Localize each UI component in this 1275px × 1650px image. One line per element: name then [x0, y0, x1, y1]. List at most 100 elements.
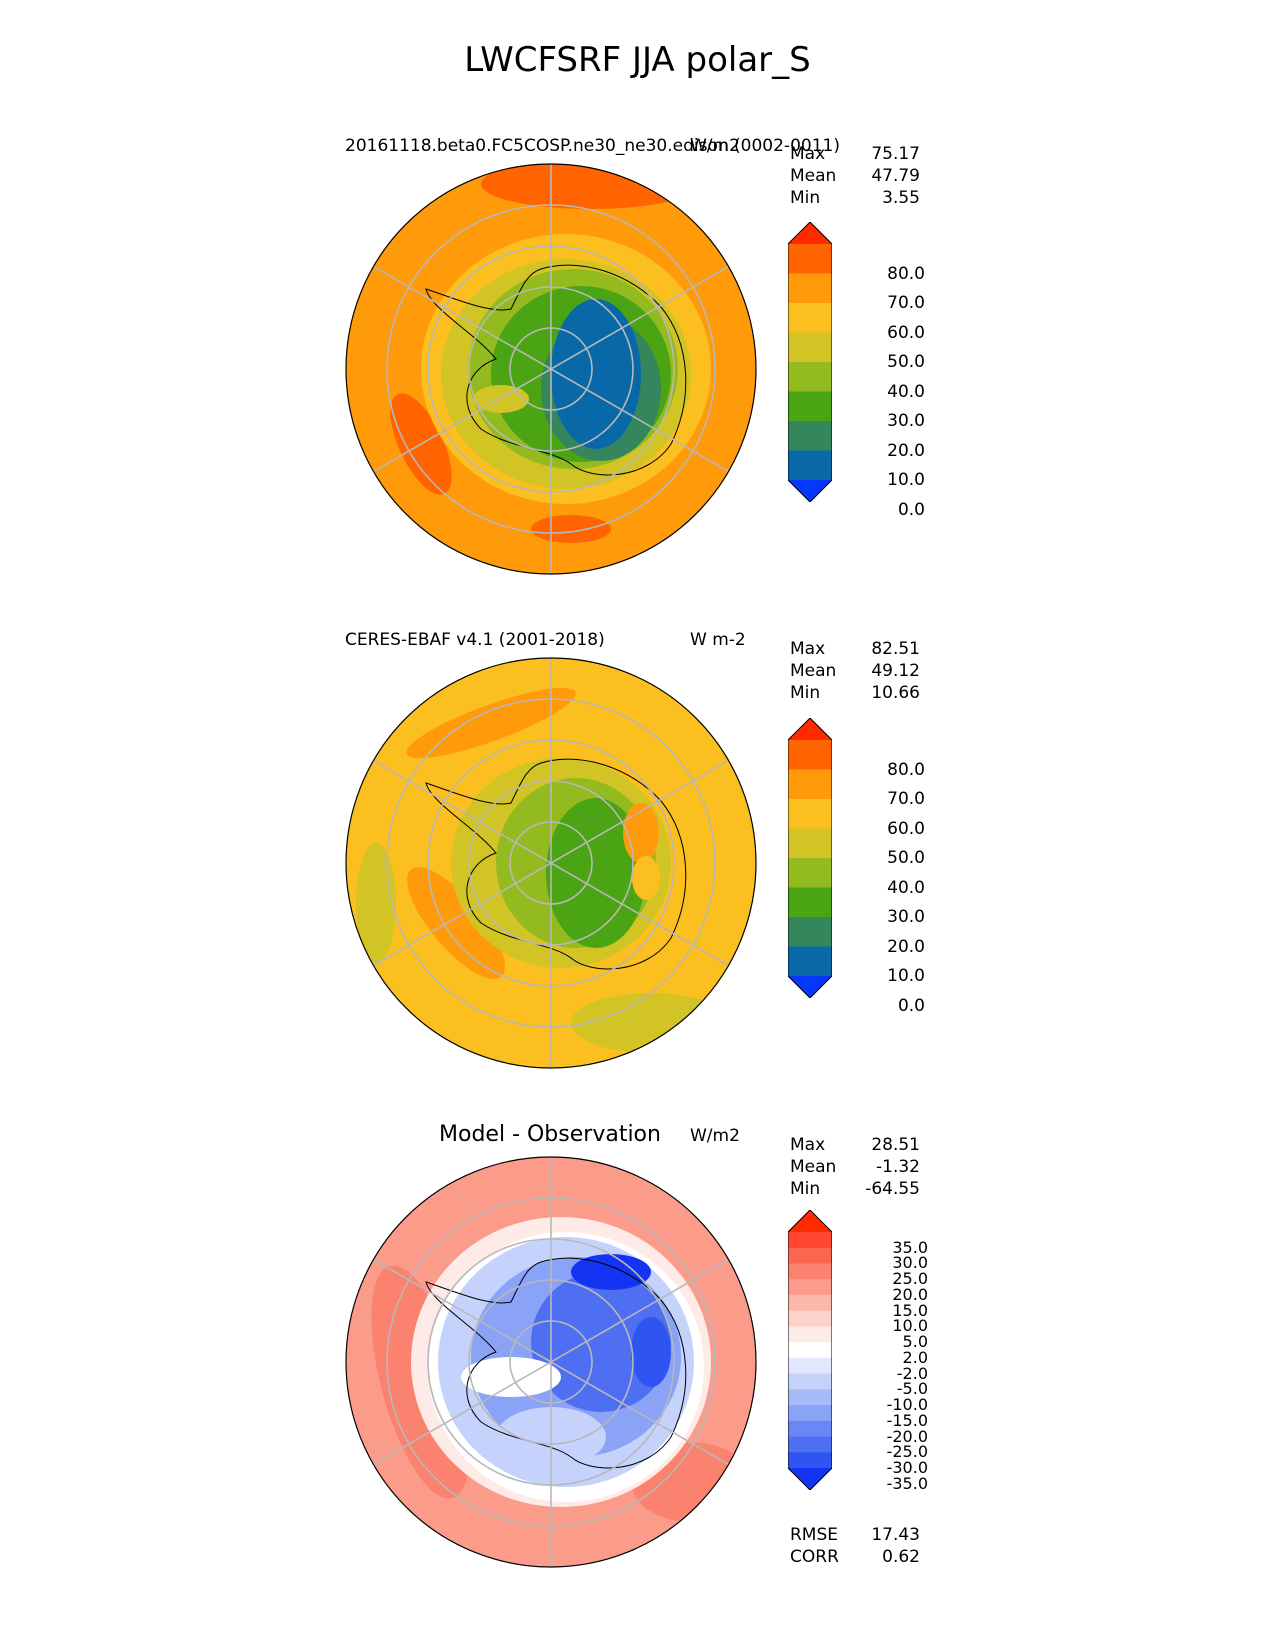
metric-value: 17.43: [871, 1525, 920, 1545]
colorbar-segment: [788, 480, 832, 502]
colorbar-tick-label: 30.0: [887, 411, 925, 431]
stat-label: Max: [790, 1135, 826, 1155]
colorbar-tick-label: 25.0: [892, 1269, 928, 1289]
metrics-box: RMSE 17.43 CORR 0.62: [790, 1524, 920, 1568]
colorbar-tick-label: -20.0: [886, 1426, 928, 1446]
colorbar-tick-label: -10.0: [886, 1395, 928, 1415]
stat-value: -1.32: [876, 1157, 920, 1177]
colorbar-reference: [787, 717, 833, 999]
colorbar-segment: [788, 946, 832, 977]
colorbar-tick-label: 10.0: [887, 470, 925, 490]
panel-title: CERES-EBAF v4.1 (2001-2018): [345, 630, 605, 650]
colorbar-tick-label: 50.0: [887, 848, 925, 868]
colorbar-segment: [788, 1232, 832, 1249]
stat-label: Min: [790, 683, 821, 703]
colorbar-tick-label: 40.0: [887, 381, 925, 402]
colorbar-segment: [788, 799, 832, 829]
stat-value: 49.12: [871, 661, 920, 681]
colorbar-segment: [788, 391, 832, 422]
metric-value: 0.62: [882, 1547, 920, 1567]
colorbar-segment: [788, 1436, 832, 1453]
stat-label: Max: [790, 639, 826, 659]
polar-map-diff: [345, 1156, 757, 1568]
colorbar-tick-label: 70.0: [887, 789, 925, 809]
colorbar-diff: [787, 1209, 833, 1491]
stat-value: 82.51: [871, 639, 920, 659]
colorbar-ticks: 35.0 30.0 25.0 20.0 15.0 10.0 5.0 2.0 -2.0 -5.0 -1…: [838, 1210, 928, 1493]
stat-value: 3.55: [882, 188, 920, 208]
colorbar-segment: [788, 362, 832, 392]
colorbar-segment: [788, 1373, 832, 1390]
colorbar-tick-label: -30.0: [886, 1458, 928, 1477]
stat-label: Min: [790, 188, 821, 208]
stats-box: Max 28.51 Mean -1.32 Min -64.55: [790, 1134, 920, 1200]
stat-label: Max: [790, 144, 826, 164]
colorbar-segment: [788, 1468, 832, 1490]
colorbar-segment: [788, 332, 832, 363]
colorbar-tick-label: -35.0: [886, 1473, 928, 1493]
colorbar-segment: [788, 1342, 832, 1359]
colorbar-tick-label: 15.0: [892, 1300, 928, 1320]
colorbar-segment: [788, 244, 832, 274]
figure-title: LWCFSRF JJA polar_S: [464, 40, 811, 80]
colorbar-segment: [788, 740, 832, 770]
colorbar-tick-label: 40.0: [887, 877, 925, 898]
colorbar-segment: [788, 769, 832, 800]
colorbar-segment: [788, 1326, 832, 1343]
stats-box: Max 75.17 Mean 47.79 Min 3.55: [790, 143, 920, 209]
colorbar-segment: [788, 1420, 832, 1438]
stat-value: 47.79: [871, 166, 920, 186]
colorbar-segment: [788, 976, 832, 998]
colorbar-segment: [788, 858, 832, 888]
colorbar-segment: [788, 450, 832, 481]
colorbar-tick-label: 35.0: [892, 1237, 928, 1257]
colorbar-tick-label: 50.0: [887, 352, 925, 372]
colorbar-tick-label: 60.0: [887, 322, 925, 343]
colorbar-segment: [788, 828, 832, 859]
units-label: W/m2: [690, 1126, 740, 1146]
colorbar-segment: [788, 1247, 832, 1264]
units-label: W m-2: [690, 630, 746, 650]
colorbar-tick-label: 10.0: [892, 1316, 928, 1336]
colorbar-segment: [788, 1389, 832, 1406]
stat-label: Min: [790, 1179, 821, 1199]
colorbar-segment: [788, 303, 832, 333]
colorbar-segment: [788, 1357, 832, 1375]
colorbar-segment: [788, 1405, 832, 1422]
colorbar-segment: [788, 1452, 832, 1469]
colorbar-test: [787, 221, 833, 503]
metric-label: CORR: [790, 1547, 839, 1567]
colorbar-tick-label: 30.0: [892, 1253, 928, 1273]
colorbar-segment: [788, 917, 832, 947]
colorbar-ticks: 80.0 70.0 60.0 50.0 40.0 30.0 20.0 10.0 0.0: [845, 718, 925, 1016]
colorbar-svg: [787, 717, 833, 999]
colorbar-svg: [787, 1209, 833, 1491]
colorbar-tick-label: 20.0: [887, 440, 925, 461]
colorbar-tick-label: 80.0: [887, 263, 925, 284]
colorbar-segment: [788, 421, 832, 451]
colorbar-tick-label: 20.0: [887, 936, 925, 957]
stats-box: Max 82.51 Mean 49.12 Min 10.66: [790, 638, 920, 704]
colorbar-tick-label: 10.0: [887, 966, 925, 986]
colorbar-segment: [788, 1294, 832, 1312]
panel-title: Model - Observation: [439, 1122, 661, 1147]
colorbar-ticks: 80.0 70.0 60.0 50.0 40.0 30.0 20.0 10.0 0.0: [845, 222, 925, 520]
stat-label: Mean: [790, 1157, 837, 1177]
colorbar-tick-label: 0.0: [897, 499, 925, 520]
units-label: W/m2: [690, 136, 740, 156]
colorbar-tick-label: 60.0: [887, 818, 925, 839]
colorbar-tick-label: -5.0: [896, 1379, 928, 1399]
panel-title: 20161118.beta0.FC5COSP.ne30_ne30.edison …: [345, 136, 840, 156]
colorbar-tick-label: -2.0: [896, 1363, 928, 1383]
colorbar-segment: [788, 273, 832, 304]
colorbar-tick-label: 30.0: [887, 907, 925, 927]
metric-label: RMSE: [790, 1525, 839, 1545]
colorbar-segment: [788, 1263, 832, 1280]
stat-value: 10.66: [871, 683, 920, 703]
colorbar-tick-label: -25.0: [886, 1442, 928, 1462]
stat-value: -64.55: [865, 1179, 920, 1199]
colorbar-segment: [788, 1310, 832, 1327]
stat-value: 75.17: [871, 144, 920, 164]
colorbar-segment: [788, 887, 832, 918]
colorbar-tick-label: 2.0: [902, 1347, 928, 1367]
